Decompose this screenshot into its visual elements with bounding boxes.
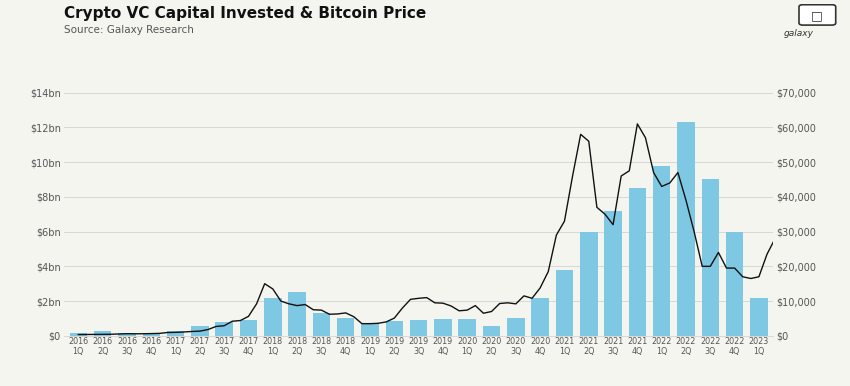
Bar <box>726 232 744 336</box>
Bar <box>118 333 136 336</box>
FancyBboxPatch shape <box>799 5 836 25</box>
Text: galaxy: galaxy <box>784 29 814 38</box>
Bar <box>507 318 524 336</box>
Bar <box>167 332 184 336</box>
Bar <box>143 333 160 336</box>
Bar <box>288 293 306 336</box>
Bar <box>604 211 622 336</box>
Bar <box>313 313 330 336</box>
Bar <box>70 333 87 336</box>
Bar <box>361 323 379 336</box>
Bar <box>410 320 428 336</box>
Bar <box>580 232 598 336</box>
Bar <box>264 298 281 336</box>
Bar <box>629 188 646 336</box>
Bar <box>677 122 694 336</box>
Text: □: □ <box>811 9 823 22</box>
Bar <box>94 331 111 336</box>
Bar <box>191 326 208 336</box>
Bar <box>653 166 671 336</box>
Text: Source: Galaxy Research: Source: Galaxy Research <box>64 25 194 35</box>
Bar <box>556 270 573 336</box>
Bar <box>458 319 476 336</box>
Bar <box>386 321 403 336</box>
Text: Crypto VC Capital Invested & Bitcoin Price: Crypto VC Capital Invested & Bitcoin Pri… <box>64 6 426 21</box>
Bar <box>240 320 258 336</box>
Bar <box>337 318 354 336</box>
Bar <box>483 326 501 336</box>
Bar <box>751 298 768 336</box>
Bar <box>531 298 549 336</box>
Bar <box>701 179 719 336</box>
Bar <box>434 319 451 336</box>
Bar <box>215 322 233 336</box>
